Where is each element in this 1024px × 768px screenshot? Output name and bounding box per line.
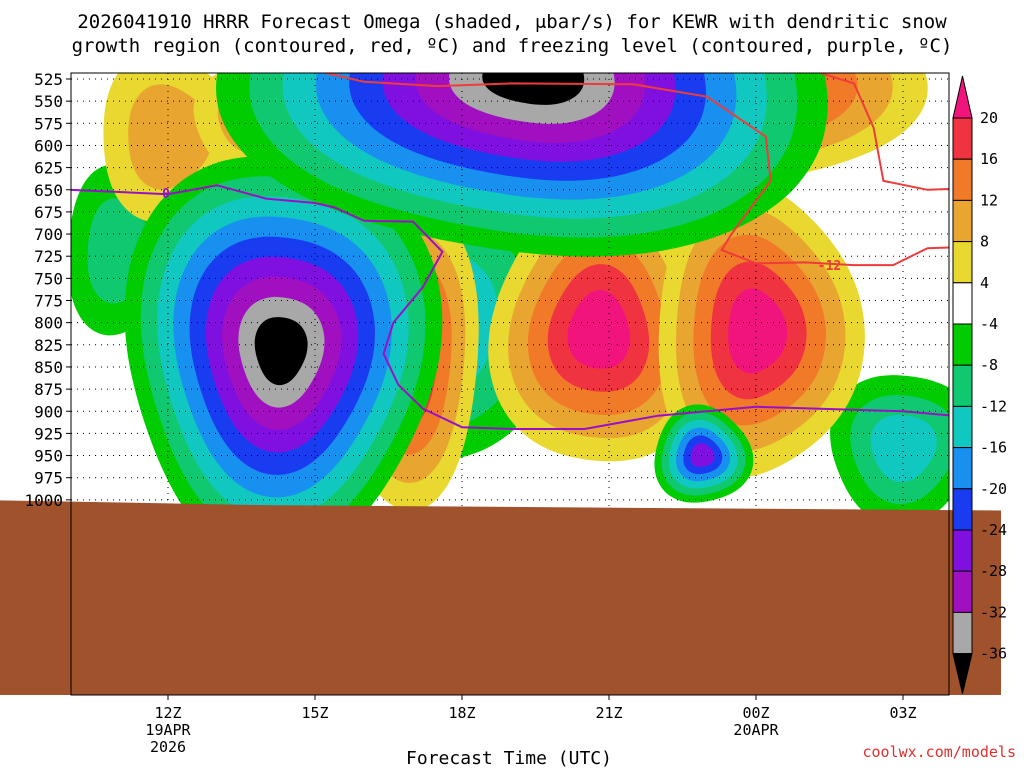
y-tick-label: 650 bbox=[34, 181, 63, 200]
y-tick-label: 900 bbox=[34, 402, 63, 421]
y-tick-label: 675 bbox=[34, 203, 63, 222]
chart-title-line2: growth region (contoured, red, ºC) and f… bbox=[72, 35, 953, 57]
x-tick-label: 00Z bbox=[742, 704, 769, 722]
colorbar-label: -20 bbox=[980, 480, 1007, 498]
colorbar-segment bbox=[952, 117, 973, 160]
x-axis-label: Forecast Time (UTC) bbox=[406, 748, 612, 768]
x-tick-date: 20APR bbox=[733, 721, 779, 739]
omega-contour-pos-5-4 bbox=[567, 289, 630, 369]
colorbar-segment bbox=[952, 323, 973, 366]
freezing-level-label: 0 bbox=[162, 187, 170, 202]
chart-title-line1: 2026041910 HRRR Forecast Omega (shaded, … bbox=[77, 11, 947, 33]
omega-contour-pos-6-4 bbox=[728, 288, 788, 374]
y-axis: 525 550 575 600 625 650 675 700 725 750 775 800 825 8… bbox=[24, 70, 71, 510]
x-tick-label: 21Z bbox=[595, 704, 622, 722]
omega-contour-neg-9-2 bbox=[870, 414, 937, 483]
y-tick-label: 1000 bbox=[24, 491, 63, 510]
dgz-contour-line bbox=[324, 73, 949, 267]
colorbar-label: -16 bbox=[980, 439, 1007, 457]
omega-contour-neg-8-5 bbox=[690, 443, 715, 467]
colorbar-label: 4 bbox=[980, 274, 989, 292]
colorbar-label: 20 bbox=[980, 109, 998, 127]
x-tick-label: 18Z bbox=[448, 704, 475, 722]
y-tick-label: 700 bbox=[34, 225, 63, 244]
y-tick-label: 750 bbox=[34, 269, 63, 288]
omega-shading bbox=[71, 73, 949, 565]
colorbar-segment bbox=[952, 158, 973, 201]
omega-contour-neg-3-8 bbox=[482, 73, 585, 105]
x-tick-date: 19APR bbox=[145, 721, 191, 739]
colorbar-segment bbox=[952, 405, 973, 449]
colorbar-segment bbox=[952, 447, 973, 490]
colorbar-label: -12 bbox=[980, 397, 1007, 415]
ground-terrain bbox=[0, 500, 1001, 695]
y-tick-label: 875 bbox=[34, 380, 63, 399]
y-tick-label: 525 bbox=[34, 70, 63, 89]
omega-contour-neg-1-8 bbox=[254, 317, 308, 386]
colorbar-label: -8 bbox=[980, 356, 998, 374]
dgz-contour-line-upper bbox=[819, 73, 949, 191]
x-tick-label: 12Z bbox=[154, 704, 181, 722]
credit-text: coolwx.com/models bbox=[862, 743, 1016, 761]
colorbar-segment bbox=[952, 488, 973, 531]
y-tick-label: 850 bbox=[34, 358, 63, 377]
dgz-contour-label: -12 bbox=[818, 259, 841, 274]
freezing-level-line bbox=[71, 184, 949, 430]
colorbar-label: 16 bbox=[980, 150, 998, 168]
colorbar-segment bbox=[952, 282, 973, 325]
y-tick-label: 575 bbox=[34, 114, 63, 133]
colorbar-segment bbox=[952, 241, 973, 284]
y-tick-label: 800 bbox=[34, 314, 63, 333]
y-tick-label: 775 bbox=[34, 292, 63, 311]
colorbar-label: -28 bbox=[980, 562, 1007, 580]
grid bbox=[71, 73, 949, 695]
colorbar: 20 16 12 8 4 -4 -8 -12 -16 -20 -24 -28 -32 -36 bbox=[952, 75, 1007, 694]
colorbar-segment bbox=[952, 199, 973, 243]
colorbar-label: 12 bbox=[980, 191, 998, 209]
y-tick-label: 725 bbox=[34, 247, 63, 266]
x-tick-label: 15Z bbox=[301, 704, 328, 722]
colorbar-segment bbox=[952, 529, 973, 572]
colorbar-label: -36 bbox=[980, 645, 1007, 663]
colorbar-top-arrow bbox=[952, 75, 973, 119]
y-tick-label: 975 bbox=[34, 469, 63, 488]
colorbar-segment bbox=[952, 570, 973, 613]
y-tick-label: 825 bbox=[34, 336, 63, 355]
colorbar-label: -32 bbox=[980, 603, 1007, 621]
x-tick-year: 2026 bbox=[150, 738, 186, 756]
colorbar-label: -24 bbox=[980, 521, 1007, 539]
x-tick-label: 03Z bbox=[889, 704, 916, 722]
y-tick-label: 600 bbox=[34, 136, 63, 155]
y-tick-label: 625 bbox=[34, 159, 63, 178]
colorbar-segment bbox=[952, 364, 973, 407]
y-tick-label: 950 bbox=[34, 447, 63, 466]
colorbar-label: 8 bbox=[980, 233, 989, 251]
colorbar-bottom-arrow bbox=[952, 653, 973, 694]
y-tick-label: 550 bbox=[34, 92, 63, 111]
colorbar-segment bbox=[952, 611, 973, 655]
omega-contour-pos-10-1 bbox=[128, 84, 213, 190]
plot-frame bbox=[70, 72, 950, 696]
colorbar-label: -4 bbox=[980, 315, 998, 333]
y-tick-label: 925 bbox=[34, 424, 63, 443]
